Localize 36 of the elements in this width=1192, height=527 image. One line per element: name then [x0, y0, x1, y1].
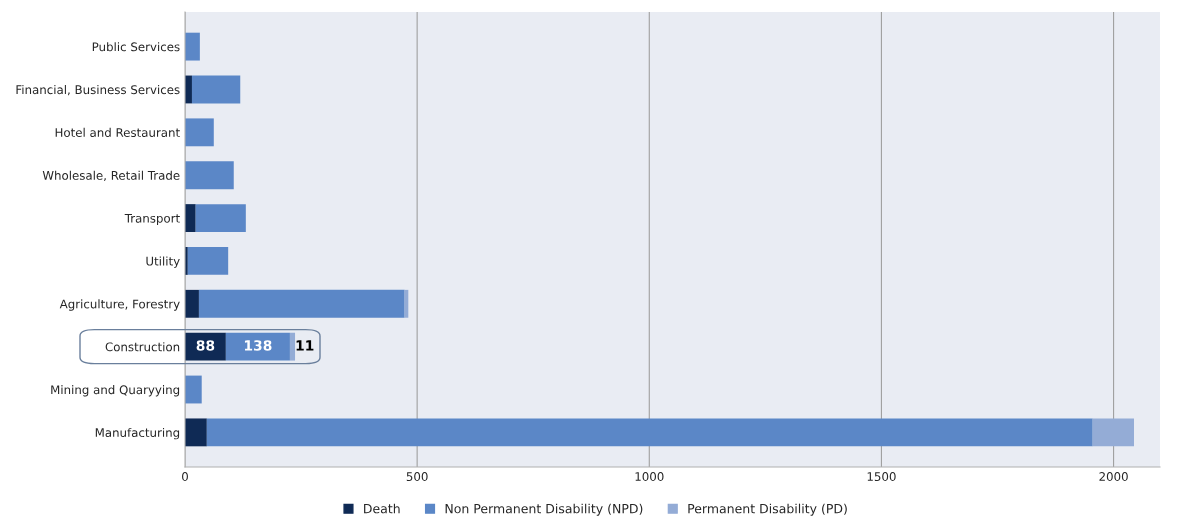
bar	[185, 32, 200, 61]
y-tick-label: Mining and Quaryying	[51, 385, 180, 397]
bar	[185, 418, 207, 447]
bar	[1092, 418, 1134, 447]
x-tick-label: 1500	[867, 472, 896, 481]
y-tick-label: Construction	[105, 342, 180, 352]
y-tick-label: Utility	[146, 256, 180, 268]
bar	[187, 247, 229, 275]
bar	[185, 161, 234, 190]
bar	[185, 375, 202, 404]
y-tick-label: Manufacturing	[95, 427, 180, 440]
y-tick-label: Transport	[124, 213, 180, 226]
bar	[185, 204, 196, 232]
x-tick-label: 0	[182, 472, 188, 481]
bar	[185, 118, 214, 147]
data-label: 138	[244, 340, 272, 351]
bar	[225, 332, 290, 361]
x-tick-label: 500	[406, 472, 428, 481]
data-label: 88	[196, 340, 215, 351]
bar	[191, 75, 241, 104]
legend-label: Permanent Disability (PD)	[688, 503, 847, 516]
bar	[185, 289, 199, 318]
y-tick-label: Agriculture, Forestry	[59, 299, 180, 311]
legend-label: Non Permanent Disability (NPD)	[445, 503, 643, 516]
y-tick-label: Financial, Business Services	[16, 84, 180, 96]
y-tick-label: Wholesale, Retail Trade	[42, 170, 180, 182]
bar	[289, 332, 296, 361]
x-tick-label: 1000	[635, 472, 664, 481]
legend-label: Death	[364, 503, 400, 514]
y-tick-label: Public Services	[92, 42, 180, 52]
bar	[195, 204, 246, 232]
y-tick-label: Hotel and Restaurant	[55, 127, 180, 137]
data-label: 11	[296, 340, 314, 351]
bar	[198, 289, 405, 318]
x-tick-label: 2000	[1099, 472, 1128, 481]
bar	[206, 418, 1093, 447]
